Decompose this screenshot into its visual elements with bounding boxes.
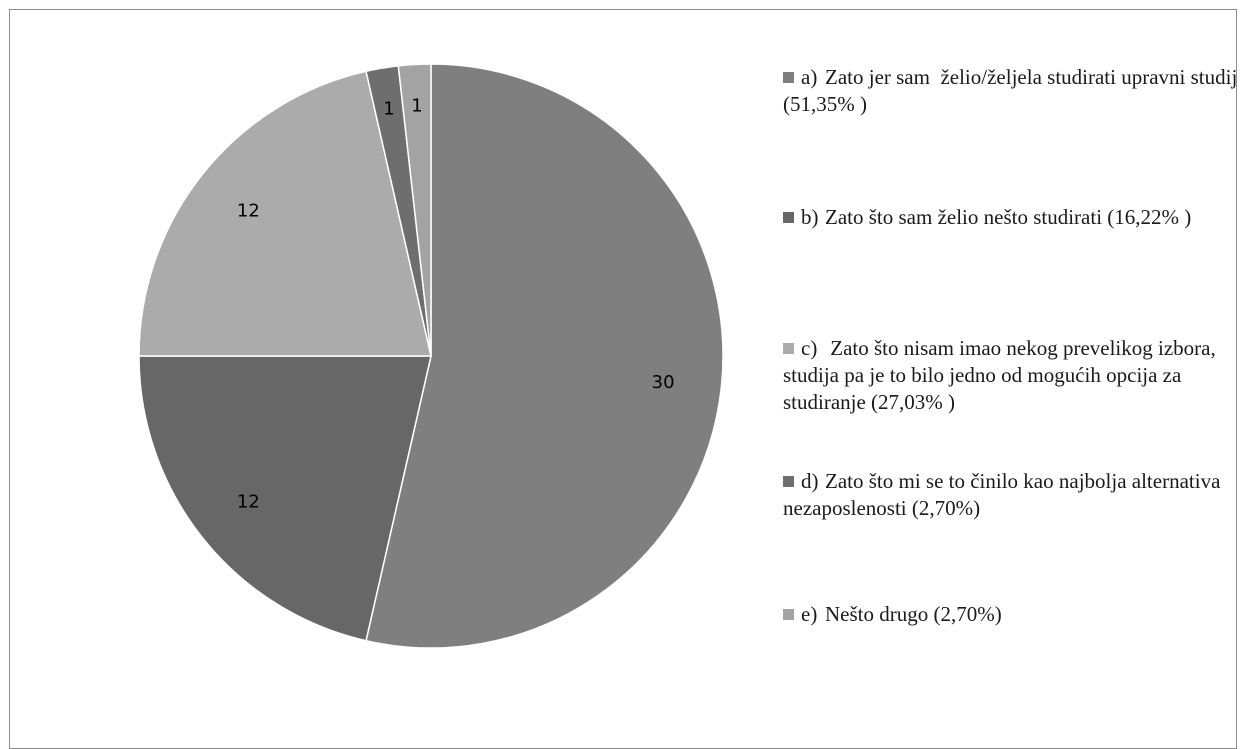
data-label-c: 12 [237,200,260,221]
legend-item-c: c) Zato što nisam imao nekog prevelikog … [783,335,1243,416]
data-label-a: 30 [652,372,675,393]
pie-slice-e [397,63,432,357]
legend-label-e: e) Nešto drugo (2,70%) [801,602,1002,626]
legend-swatch-c [783,343,794,354]
pie-slice-b [138,355,432,642]
legend-label-b: b) Zato što sam želio nešto studirati (1… [801,205,1192,229]
legend-swatch-a [783,72,794,83]
legend-swatch-b [783,212,794,223]
legend-swatch-d [783,476,794,487]
data-label-e: 1 [411,95,422,116]
pie-slice-a [365,63,724,649]
pie-slice-c [138,70,432,357]
legend-item-a: a) Zato jer sam želio/željela studirati … [783,64,1243,118]
pie-chart: 30 12 12 1 1 [138,63,724,649]
legend-swatch-e [783,609,794,620]
data-label-d: 1 [383,98,394,119]
legend-label-c: c) Zato što nisam imao nekog prevelikog … [783,336,1221,414]
legend-item-b: b) Zato što sam želio nešto studirati (1… [783,204,1243,231]
legend-item-e: e) Nešto drugo (2,70%) [783,601,1243,628]
legend-item-d: d) Zato što mi se to činilo kao najbolja… [783,468,1243,522]
data-label-b: 12 [237,492,260,513]
legend-label-a: a) Zato jer sam želio/željela studirati … [783,65,1243,116]
legend-label-d: d) Zato što mi se to činilo kao najbolja… [783,469,1226,520]
